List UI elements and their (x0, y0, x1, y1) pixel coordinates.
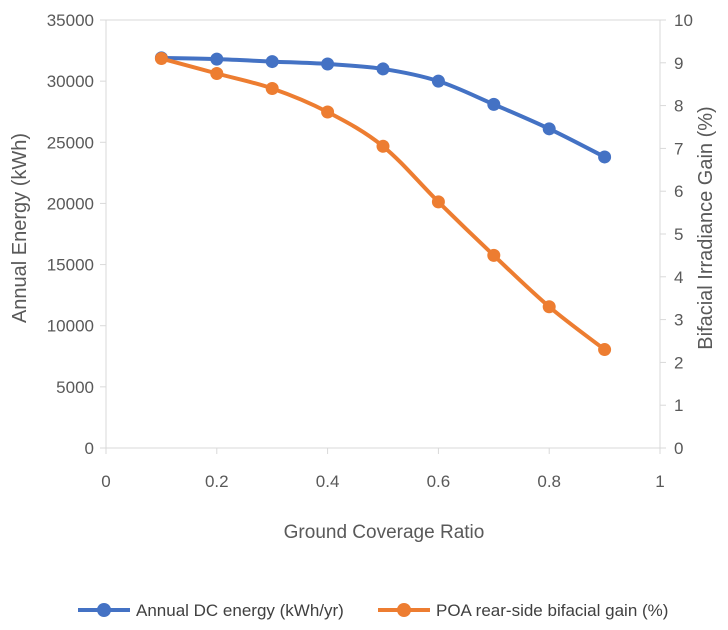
data-point-dc-energy (210, 52, 224, 66)
y2-tick-label: 7 (674, 139, 683, 158)
y2-axis-title: Bifacial Irradiance Gain (%) (695, 106, 717, 349)
y-tick-label: 15000 (47, 256, 94, 275)
data-point-bifacial-gain (542, 300, 556, 314)
data-point-bifacial-gain (431, 195, 445, 209)
legend-item-bifacial-gain: POA rear-side bifacial gain (%) (378, 601, 668, 620)
y-tick-label: 20000 (47, 194, 94, 213)
data-point-dc-energy (487, 97, 501, 111)
y2-tick-label: 9 (674, 54, 683, 73)
x-tick-label: 1 (655, 472, 664, 491)
data-point-dc-energy (321, 57, 335, 71)
x-tick-label: 0.2 (205, 472, 229, 491)
series-line-bifacial-gain (160, 56, 606, 352)
data-point-bifacial-gain (487, 248, 501, 262)
y-tick-label: 35000 (47, 11, 94, 30)
legend: Annual DC energy (kWh/yr) POA rear-side … (78, 601, 668, 620)
y2-tick-label: 3 (674, 311, 683, 330)
x-tick-label: 0.6 (427, 472, 451, 491)
x-tick-label: 0 (101, 472, 110, 491)
y2-tick-label: 1 (674, 396, 683, 415)
axes: 0 0.2 0.4 0.6 0.8 105000100001500020000250003… (47, 11, 693, 491)
y-tick-label: 30000 (47, 72, 94, 91)
y-tick-label: 5000 (56, 378, 94, 397)
legend-label-dc-energy: Annual DC energy (kWh/yr) (136, 601, 344, 620)
data-point-bifacial-gain (321, 105, 335, 119)
data-point-dc-energy (376, 62, 390, 76)
legend-item-dc-energy: Annual DC energy (kWh/yr) (78, 601, 344, 620)
legend-marker-bifacial-gain (397, 603, 411, 617)
y2-tick-label: 2 (674, 353, 683, 372)
data-point-bifacial-gain (376, 139, 390, 153)
legend-label-bifacial-gain: POA rear-side bifacial gain (%) (436, 601, 668, 620)
data-point-bifacial-gain (598, 343, 612, 357)
y2-tick-label: 4 (674, 268, 683, 287)
series-layer (154, 51, 612, 357)
data-point-dc-energy (542, 122, 556, 136)
x-axis-title: Ground Coverage Ratio (284, 522, 485, 543)
y-tick-label: 25000 (47, 133, 94, 152)
legend-marker-dc-energy (97, 603, 111, 617)
y2-tick-label: 10 (674, 11, 693, 30)
y-axis-title: Annual Energy (kWh) (9, 133, 31, 323)
y-tick-label: 10000 (47, 317, 94, 336)
x-tick-label: 0.8 (537, 472, 561, 491)
y-tick-label: 0 (85, 439, 94, 458)
data-point-dc-energy (431, 74, 445, 88)
y2-tick-label: 6 (674, 182, 683, 201)
x-tick-label: 0.4 (316, 472, 340, 491)
y2-tick-label: 8 (674, 97, 683, 116)
data-point-bifacial-gain (210, 67, 224, 80)
data-point-dc-energy (598, 150, 612, 164)
data-point-bifacial-gain (265, 81, 279, 95)
data-point-dc-energy (265, 55, 279, 69)
y2-tick-label: 0 (674, 439, 683, 458)
y2-tick-label: 5 (674, 225, 683, 244)
data-point-bifacial-gain (154, 52, 168, 66)
